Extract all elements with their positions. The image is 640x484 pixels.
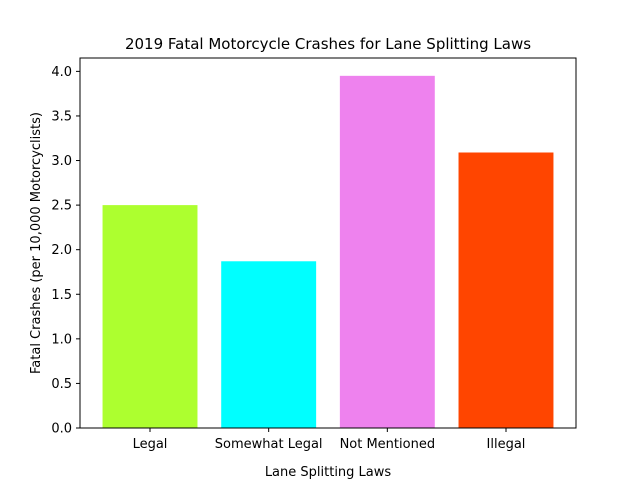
y-tick-label: 0.5: [51, 377, 72, 392]
y-tick-label: 1.5: [51, 288, 72, 303]
plot-frame: [79, 57, 577, 429]
y-axis-label: Fatal Crashes (per 10,000 Motorcyclists): [29, 112, 44, 374]
y-tick-label: 3.0: [51, 154, 72, 169]
x-tick-label: Legal: [133, 437, 168, 452]
x-axis-ticks: Legal Somewhat Legal Not Mentioned Illegal: [133, 428, 526, 452]
bar-illegal: [458, 152, 554, 428]
y-tick-label: 0.0: [51, 422, 72, 437]
y-tick-label: 3.5: [51, 109, 72, 124]
x-tick-label: Not Mentioned: [340, 437, 436, 452]
y-axis-ticks: 0.0 0.5 1.0 1.5 2.0 2.5 3.0 3.5 4.0: [51, 65, 80, 437]
x-axis-label: Lane Splitting Laws: [265, 465, 392, 480]
bar-legal: [102, 205, 198, 428]
y-tick-label: 2.0: [51, 243, 72, 258]
x-tick-label: Illegal: [487, 437, 526, 452]
y-tick-label: 4.0: [51, 65, 72, 80]
x-tick-label: Somewhat Legal: [215, 437, 323, 452]
bars-layer: [102, 75, 554, 428]
y-tick-label: 1.0: [51, 332, 72, 347]
bar-somewhat-legal: [221, 261, 317, 428]
bar-not-mentioned: [339, 75, 435, 428]
chart-title: 2019 Fatal Motorcycle Crashes for Lane S…: [125, 35, 531, 53]
y-tick-label: 2.5: [51, 199, 72, 214]
